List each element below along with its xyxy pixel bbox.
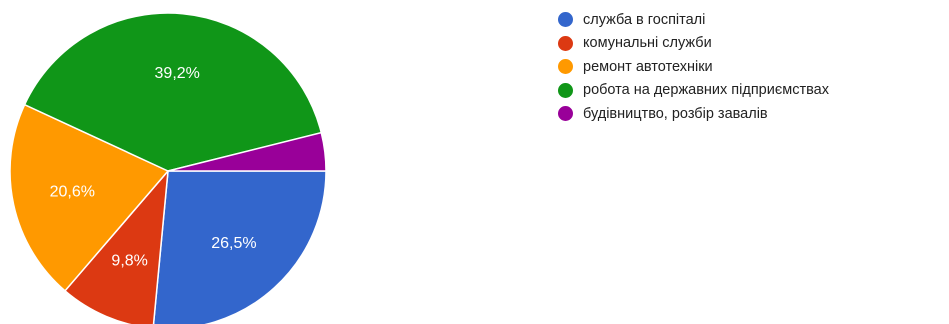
legend-label: служба в госпіталі — [583, 11, 706, 28]
legend-swatch — [558, 82, 573, 98]
legend: служба в госпіталі комунальні служби рем… — [558, 8, 829, 126]
legend-swatch — [558, 12, 573, 28]
pie-slice-vehicle-repair[interactable] — [9, 103, 170, 292]
pie-slice-construction[interactable] — [167, 131, 327, 172]
legend-item-communal-services[interactable]: комунальні служби — [558, 32, 829, 56]
legend-label: будівництво, розбір завалів — [583, 105, 768, 122]
legend-item-hospital-service[interactable]: служба в госпіталі — [558, 8, 829, 32]
legend-item-vehicle-repair[interactable]: ремонт автотехніки — [558, 55, 829, 79]
pie-slice-hospital-service[interactable] — [152, 170, 327, 324]
slice-value-label: 20,6% — [50, 183, 95, 200]
legend-swatch — [558, 106, 573, 122]
legend-swatch — [558, 59, 573, 75]
legend-label: ремонт автотехніки — [583, 58, 713, 75]
legend-label: комунальні служби — [583, 35, 712, 52]
slice-value-label: 26,5% — [211, 235, 256, 252]
pie-chart: 26,5% 9,8% 20,6% 39,2% — [9, 12, 327, 324]
pie-slice-state-enterprises[interactable] — [23, 12, 323, 172]
legend-swatch — [558, 35, 573, 51]
legend-item-construction[interactable]: будівництво, розбір завалів — [558, 102, 829, 126]
pie-slice-communal-services[interactable] — [63, 168, 169, 324]
slice-value-label: 9,8% — [111, 253, 147, 270]
slice-value-label: 39,2% — [155, 65, 200, 82]
legend-item-state-enterprises[interactable]: робота на державних підприємствах — [558, 79, 829, 103]
legend-label: робота на державних підприємствах — [583, 82, 829, 99]
